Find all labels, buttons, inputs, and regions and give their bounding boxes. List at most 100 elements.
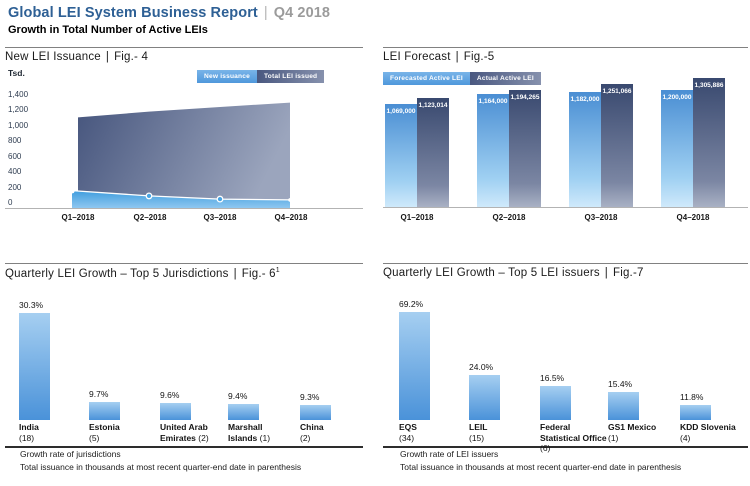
footnote-growth-rate: Growth rate of jurisdictions xyxy=(20,449,121,459)
data-point-marker xyxy=(145,192,153,200)
category-name: China xyxy=(300,422,324,432)
figure-label: Fig.- 4 xyxy=(114,51,149,63)
footnote-total-issuance: Total issuance in thousands at most rece… xyxy=(20,462,302,472)
chart-title-fig6: Quarterly LEI Growth – Top 5 Jurisdictio… xyxy=(5,267,280,280)
category-name: India xyxy=(19,422,39,432)
header-separator: | xyxy=(263,5,268,21)
category-label: EQS (34) xyxy=(399,422,417,443)
category-name: Estonia xyxy=(89,422,120,432)
category-count: (5) xyxy=(89,432,100,443)
category-count: (1) xyxy=(257,432,271,443)
divider-line xyxy=(383,47,748,48)
legend-item-actual-active-lei: Actual Active LEI xyxy=(469,72,541,85)
category-line: Federal xyxy=(540,422,607,433)
x-axis-label: Q4–2018 xyxy=(274,213,308,222)
chart-title-text: LEI Forecast xyxy=(383,51,451,63)
bar-value-label: 1,123,014 xyxy=(418,102,448,110)
y-axis-tick: 0 xyxy=(8,198,13,207)
footnote-total-issuance: Total issuance in thousands at most rece… xyxy=(400,462,682,472)
category-name: Federal xyxy=(540,422,571,432)
category-line: GS1 Mexico xyxy=(608,422,656,433)
category-line: Estonia xyxy=(89,422,120,433)
category-count: (6) xyxy=(540,443,551,453)
x-axis-label: Q2–2018 xyxy=(492,213,526,222)
x-axis-label: Q1–2018 xyxy=(61,213,95,222)
x-axis-label: Q3–2018 xyxy=(584,213,618,222)
actual-bar: 1,123,014 xyxy=(417,98,449,207)
category-name: Marshall xyxy=(228,422,263,432)
category-name: KDD Slovenia xyxy=(680,422,736,432)
y-axis-tick: 400 xyxy=(8,167,22,177)
growth-bar xyxy=(399,312,430,420)
category-line: EQS xyxy=(399,422,417,433)
category-name: Statistical Office xyxy=(540,432,607,443)
category-count: (4) xyxy=(680,432,691,443)
bar-percent-label: 15.4% xyxy=(608,379,633,389)
growth-bar xyxy=(160,403,191,420)
growth-bar xyxy=(300,405,331,420)
x-axis-label: Q4–2018 xyxy=(676,213,710,222)
category-label: India (18) xyxy=(19,422,39,443)
category-line: China xyxy=(300,422,324,433)
report-period: Q4 2018 xyxy=(273,5,331,21)
total-lei-issued-area xyxy=(78,102,290,208)
category-line: Emirates (2) xyxy=(160,433,209,444)
figure-footnote-marker: 1 xyxy=(275,267,280,274)
category-count: (18) xyxy=(19,432,35,443)
category-count: (2) xyxy=(195,432,209,443)
category-label: KDD Slovenia (4) xyxy=(680,422,736,443)
y-axis-tick: 1,200 xyxy=(8,105,29,115)
forecast-bar: 1,069,000 xyxy=(385,104,417,207)
footnote-growth-rate: Growth rate of LEI issuers xyxy=(400,449,499,459)
title-separator: | xyxy=(233,267,237,280)
legend-item-forecasted-active-lei: Forecasted Active LEI xyxy=(383,72,470,85)
category-count: (15) xyxy=(469,432,485,443)
category-line: KDD Slovenia xyxy=(680,422,736,433)
panel-fig4: New LEI Issuance | Fig.- 4 New issuance To… xyxy=(5,42,363,232)
legend-fig4: New issuance Total LEI issued xyxy=(197,70,325,83)
legend-fig5: Forecasted Active LEI Actual Active LEI xyxy=(383,72,541,85)
x-axis-label: Q3–2018 xyxy=(203,213,237,222)
chart-title-text: New LEI Issuance xyxy=(5,51,101,63)
divider-line xyxy=(5,263,363,264)
category-label: Estonia (5) xyxy=(89,422,120,443)
new-issuance-plot xyxy=(5,42,363,223)
category-count: (34) xyxy=(399,432,415,443)
category-count: (1) xyxy=(608,432,619,443)
chart-title-fig4: New LEI Issuance | Fig.- 4 xyxy=(5,51,148,63)
data-point-marker xyxy=(288,198,292,202)
growth-bar xyxy=(608,392,639,420)
category-label: Marshall Islands (1) xyxy=(228,422,270,443)
panel-fig5: LEI Forecast | Fig.-5 Forecasted Active LE… xyxy=(383,42,748,232)
y-axis-tick: 1,400 xyxy=(8,90,29,99)
forecast-bar: 1,200,000 xyxy=(661,89,693,207)
y-axis-tick: 200 xyxy=(8,182,22,192)
bar-percent-label: 9.7% xyxy=(89,389,109,399)
category-label: Federal Statistical Office (6) xyxy=(540,422,607,454)
actual-bar: 1,305,886 xyxy=(693,77,725,207)
x-axis-label: Q2–2018 xyxy=(133,213,167,222)
chart-title-fig7: Quarterly LEI Growth – Top 5 LEI issuers… xyxy=(383,267,644,279)
growth-bar xyxy=(228,404,259,420)
figure-label: Fig.-5 xyxy=(463,51,495,63)
category-name: United Arab xyxy=(160,422,208,432)
title-separator: | xyxy=(105,51,110,63)
forecast-bar: 1,182,000 xyxy=(569,91,601,207)
footnote-divider-line xyxy=(383,446,748,448)
report-header: Global LEI System Business Report | Q4 201… xyxy=(8,5,330,36)
category-name: EQS xyxy=(399,422,417,432)
legend-item-new-issuance: New issuance xyxy=(197,70,258,83)
panel-fig6: Quarterly LEI Growth – Top 5 Jurisdictio… xyxy=(5,258,363,486)
growth-bar xyxy=(19,313,50,420)
footnote-divider-line xyxy=(5,446,363,448)
data-point-marker xyxy=(216,195,224,203)
x-axis-label: Q1–2018 xyxy=(400,213,434,222)
y-axis-unit: Tsd. xyxy=(8,68,25,78)
legend-item-total-lei-issued: Total LEI issued xyxy=(257,70,325,83)
category-line: Marshall xyxy=(228,422,270,433)
y-axis-tick: 600 xyxy=(8,151,22,161)
bar-percent-label: 69.2% xyxy=(399,299,424,309)
chart-title-text: Quarterly LEI Growth – Top 5 Jurisdictio… xyxy=(5,267,229,280)
title-separator: | xyxy=(604,267,608,279)
